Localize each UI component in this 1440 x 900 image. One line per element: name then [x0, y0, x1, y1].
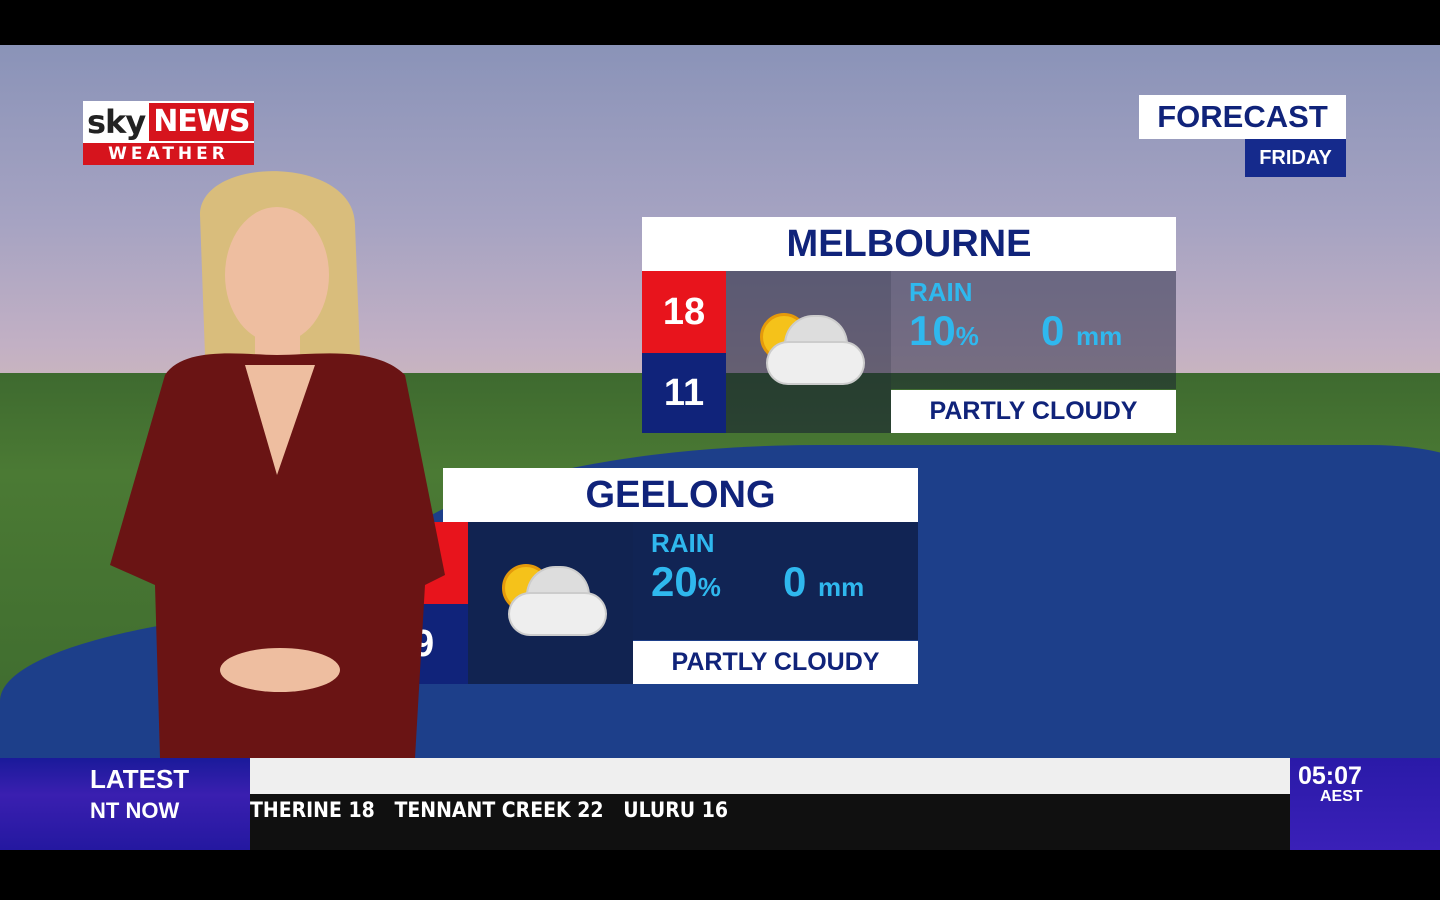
forecast-day: FRIDAY — [1245, 139, 1346, 177]
rain-percent: 10% — [909, 307, 979, 355]
condition-label: PARTLY CLOUDY — [633, 641, 918, 684]
forecast-badge: FORECAST FRIDAY — [1139, 95, 1346, 177]
rain-mm-value: 0 — [783, 558, 807, 605]
ticker-upper-strip — [250, 758, 1290, 794]
rain-label: RAIN — [651, 528, 715, 558]
ticker-label: LATEST NT NOW — [0, 758, 250, 850]
clock-time: 05:07 — [1298, 762, 1362, 790]
rain-panel: RAIN 10% 0 mm — [891, 271, 1176, 389]
ticker-label-nt-now: NT NOW — [90, 798, 180, 823]
rain-panel: RAIN 20% 0 mm — [633, 522, 918, 640]
city-name: MELBOURNE — [642, 217, 1176, 271]
partly-cloudy-icon — [468, 522, 633, 684]
forecast-title: FORECAST — [1139, 95, 1346, 139]
rain-percent: 20% — [651, 558, 721, 606]
mm-unit: mm — [1076, 321, 1123, 351]
ticker-text: THERINE 18 TENNANT CREEK 22 ULURU 16 — [250, 794, 1290, 850]
city-name: GEELONG — [443, 468, 918, 522]
high-temp: 18 — [642, 271, 726, 353]
city-card-geelong: 9 GEELONG RAIN 20% 0 mm PARTLY CLOUDY — [385, 468, 918, 684]
city-card-melbourne: MELBOURNE 18 11 RAIN 10% 0 mm PARTLY CLO… — [642, 217, 1176, 433]
logo-news: NEWS — [149, 103, 254, 141]
news-ticker: LATEST NT NOW THERINE 18 TENNANT CREEK 2… — [0, 758, 1440, 850]
low-temp: 11 — [642, 353, 726, 433]
logo-weather: WEATHER — [83, 143, 254, 165]
mm-unit: mm — [818, 572, 865, 602]
rain-label: RAIN — [909, 277, 973, 307]
rain-mm: 0 mm — [783, 558, 864, 606]
condition-label: PARTLY CLOUDY — [891, 390, 1176, 433]
ticker-label-latest: LATEST — [90, 764, 190, 794]
clock-timezone: AEST — [1320, 788, 1363, 805]
partly-cloudy-icon — [726, 271, 891, 433]
rain-pct-value: 10 — [909, 307, 956, 354]
sky-news-weather-logo: sky NEWS WEATHER — [83, 101, 254, 165]
rain-mm: 0 mm — [1041, 307, 1122, 355]
clock: 05:07 AEST — [1290, 758, 1440, 850]
rain-pct-value: 20 — [651, 558, 698, 605]
pct-unit: % — [697, 572, 721, 602]
pct-unit: % — [955, 321, 979, 351]
rain-mm-value: 0 — [1041, 307, 1065, 354]
presenter-figure — [110, 171, 445, 758]
logo-sky: sky — [87, 103, 146, 141]
